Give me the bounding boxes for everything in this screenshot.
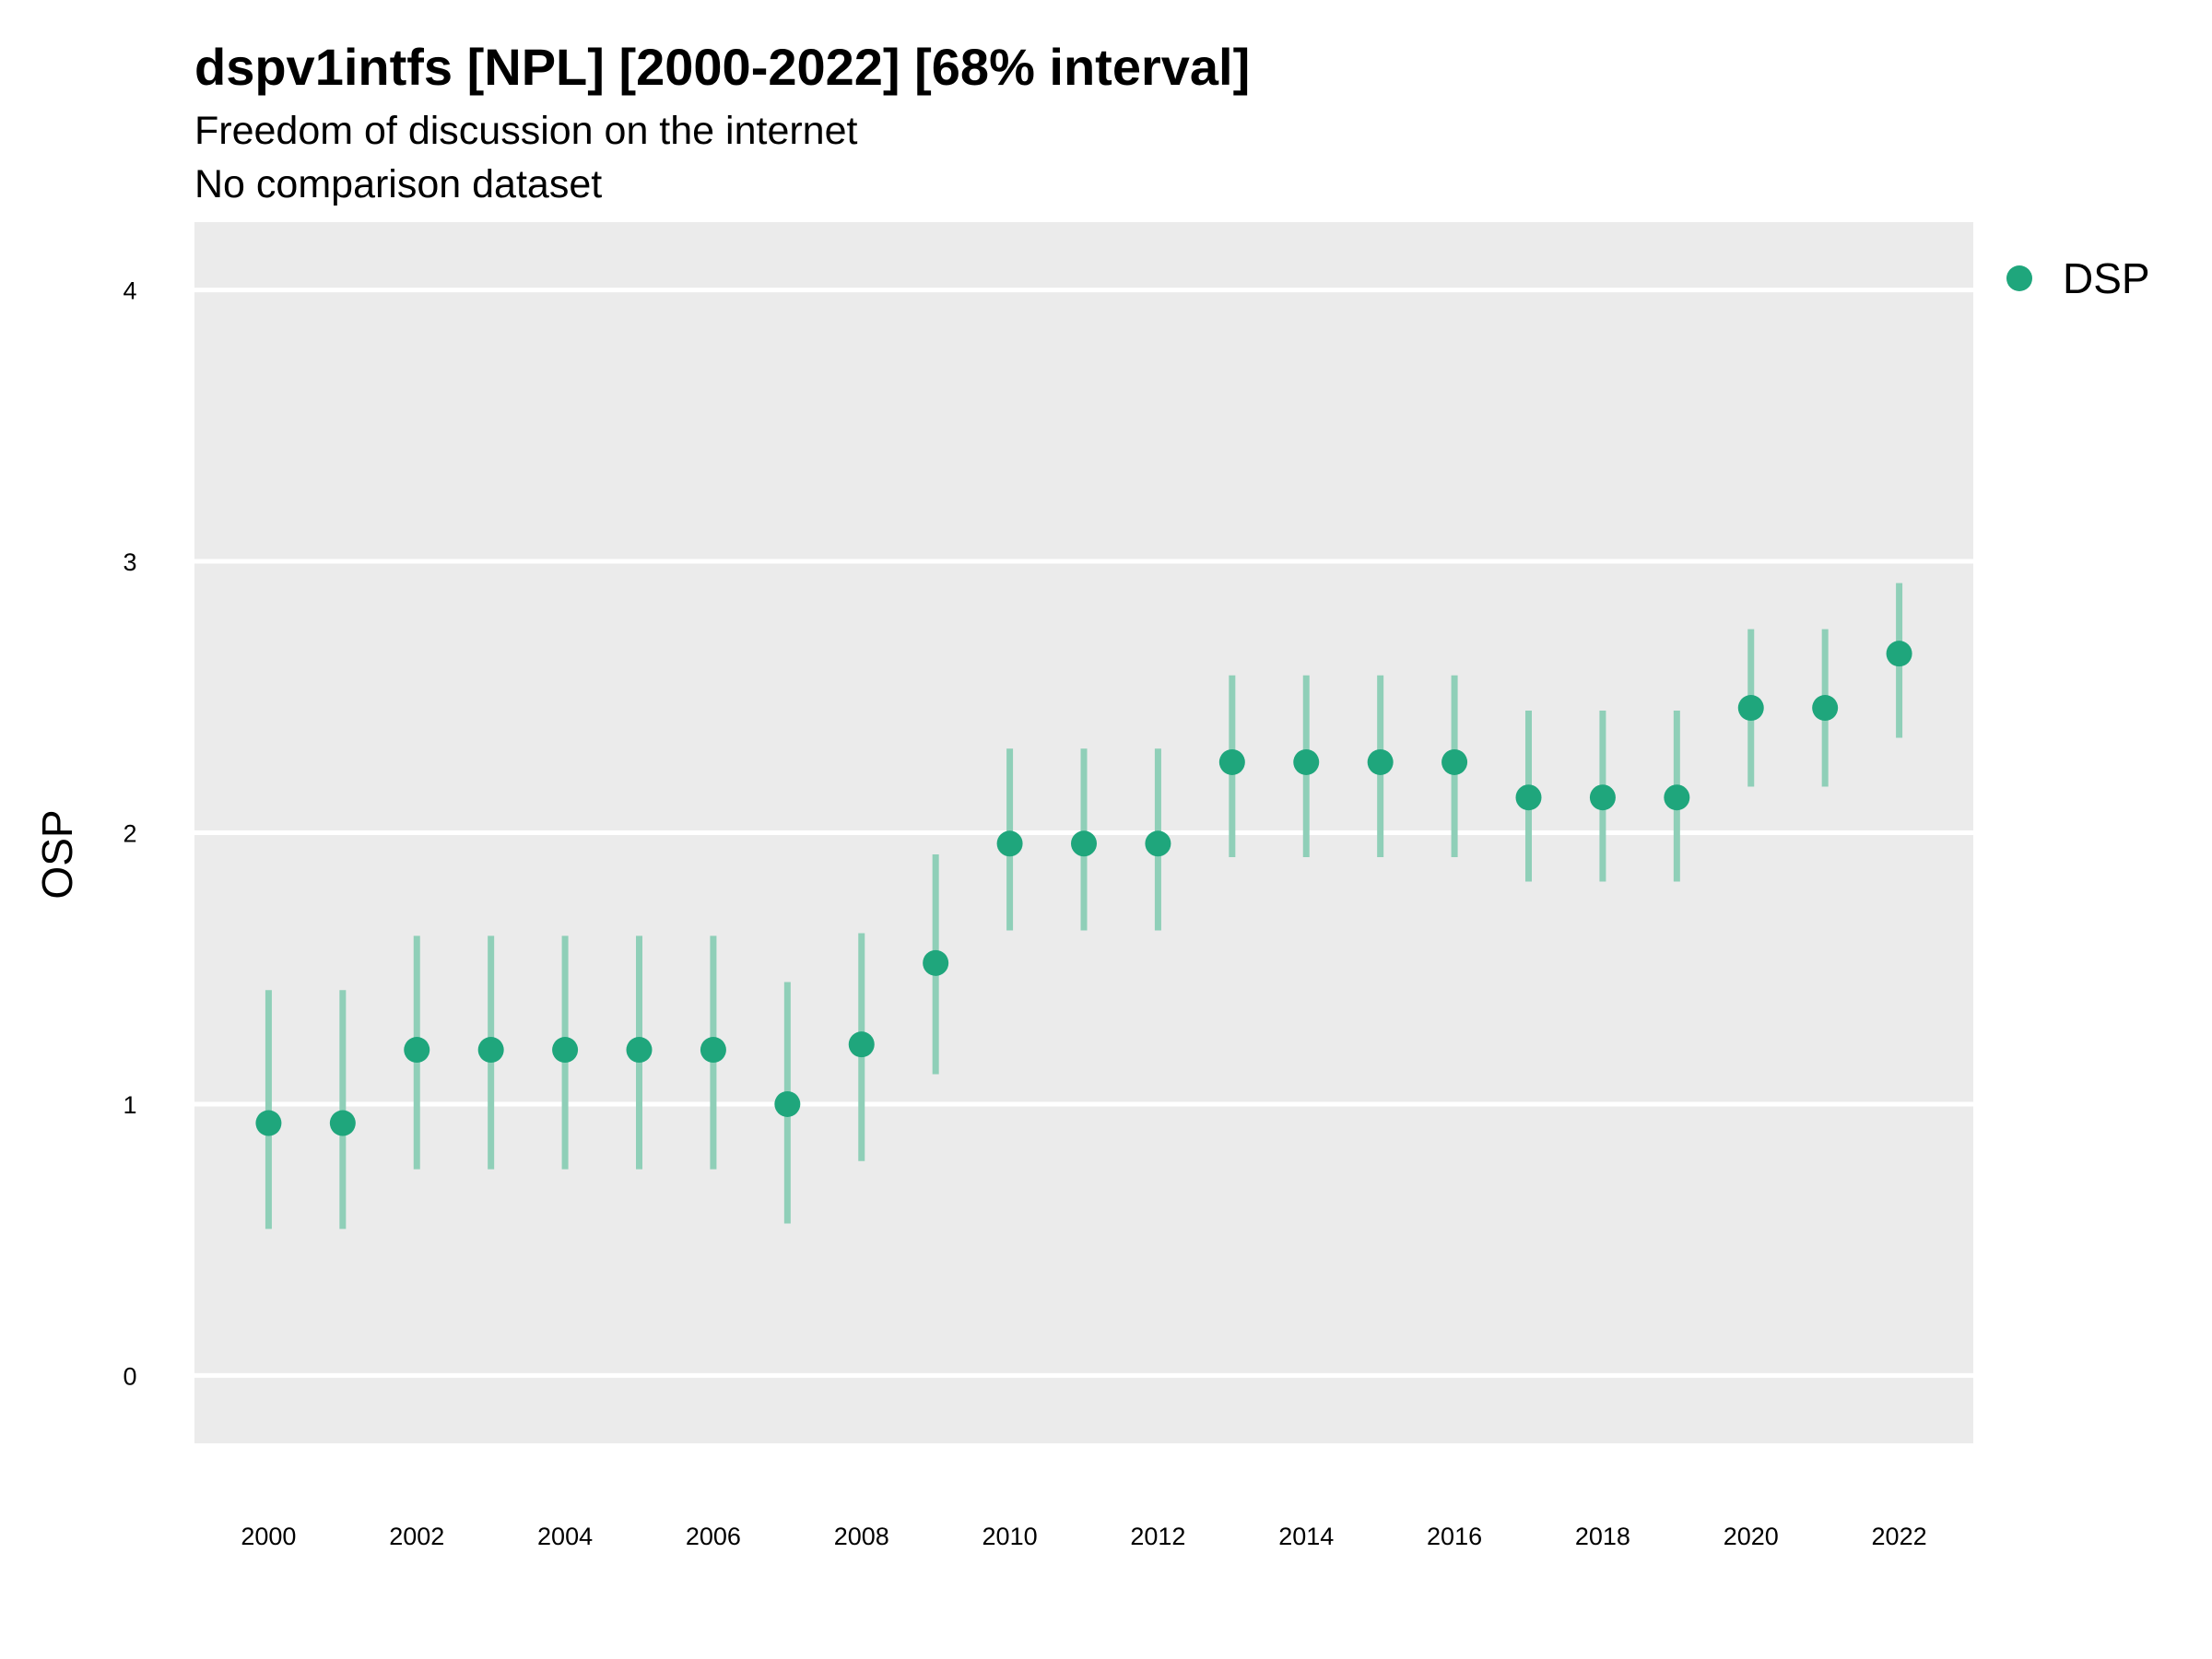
data-point — [1071, 830, 1097, 857]
data-point — [1589, 784, 1616, 811]
data-point — [1218, 748, 1245, 775]
legend: DSP — [2006, 254, 2150, 302]
data-point — [1293, 748, 1320, 775]
x-tick-label: 2010 — [982, 1523, 1038, 1550]
data-point — [552, 1037, 579, 1064]
data-point — [1812, 695, 1839, 722]
data-point — [255, 1110, 282, 1136]
data-point — [1515, 784, 1542, 811]
data-point — [848, 1031, 875, 1058]
chart-subtitle-line-1: Freedom of discussion on the internet — [194, 109, 858, 153]
data-point — [329, 1110, 356, 1136]
x-tick-label: 2000 — [241, 1523, 296, 1550]
legend-label-dsp: DSP — [2063, 254, 2150, 302]
legend-marker-dsp — [2006, 265, 2032, 291]
x-tick-label: 2008 — [834, 1523, 889, 1550]
x-tick-label: 2004 — [537, 1523, 593, 1550]
x-tick-label: 2014 — [1278, 1523, 1334, 1550]
data-point — [1441, 748, 1468, 775]
y-tick-label: 3 — [123, 548, 136, 576]
y-tick-label: 0 — [123, 1362, 136, 1390]
data-point — [996, 830, 1023, 857]
x-tick-label: 2002 — [389, 1523, 444, 1550]
data-point — [1886, 641, 1912, 667]
y-tick-label: 1 — [123, 1091, 136, 1119]
x-axis-ticks: 2000 2002 2004 2006 2008 2010 2012 2014 2016 2018… — [241, 1523, 1926, 1550]
x-tick-label: 2018 — [1575, 1523, 1630, 1550]
chart-title: dspv1intfs [NPL] [2000-2022] [68% interv… — [194, 38, 1250, 96]
data-point — [1664, 784, 1690, 811]
data-point — [1145, 830, 1171, 857]
data-point — [1367, 748, 1394, 775]
x-tick-label: 2012 — [1130, 1523, 1185, 1550]
data-point — [923, 949, 949, 976]
y-axis-ticks: 0 1 2 3 4 — [123, 277, 136, 1391]
data-points — [255, 641, 1912, 1136]
chart-subtitle-line-2: No comparison dataset — [194, 162, 602, 206]
data-point — [700, 1037, 726, 1064]
data-point — [626, 1037, 653, 1064]
x-tick-label: 2020 — [1724, 1523, 1779, 1550]
y-axis-label: OSP — [33, 809, 81, 899]
data-point — [404, 1037, 430, 1064]
x-tick-label: 2006 — [686, 1523, 741, 1550]
x-tick-label: 2016 — [1427, 1523, 1482, 1550]
y-tick-label: 2 — [123, 820, 136, 848]
data-point — [774, 1090, 801, 1117]
x-tick-label: 2022 — [1872, 1523, 1927, 1550]
data-point — [477, 1037, 504, 1064]
y-tick-label: 4 — [123, 277, 136, 305]
data-point — [1737, 695, 1764, 722]
